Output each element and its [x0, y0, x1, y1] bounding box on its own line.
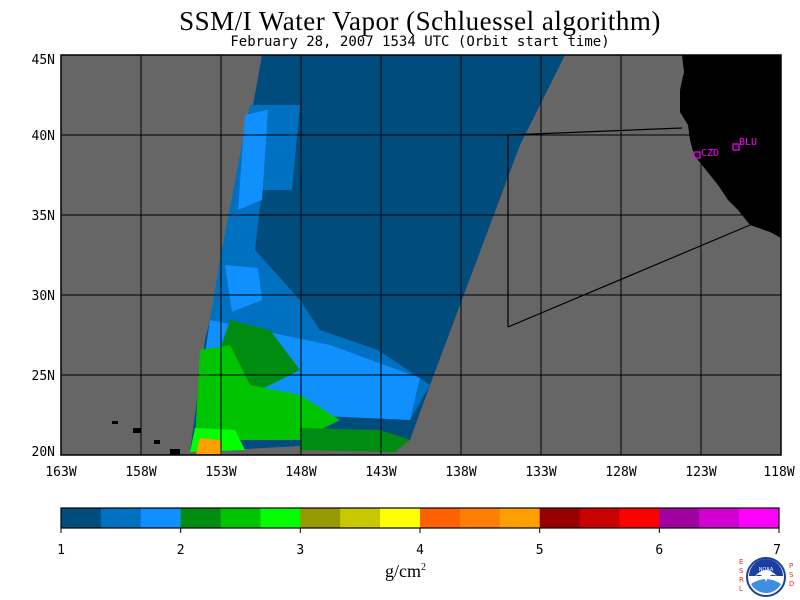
noaa-seal-top — [749, 559, 783, 576]
colorbar-swatch — [220, 508, 261, 528]
lon-axis: 163W 158W 153W 148W 143W 138W 133W 128W … — [45, 465, 794, 480]
lat-label-40n: 40N — [32, 129, 55, 144]
lon-label-148w: 148W — [285, 465, 316, 480]
lon-label-158w: 158W — [125, 465, 156, 480]
station-czd-label: CZD — [701, 148, 719, 159]
colorbar-label-2: 2 — [177, 543, 185, 558]
colorbar-swatch — [499, 508, 541, 528]
colorbar — [61, 508, 780, 528]
colorbar-label-7: 7 — [773, 543, 781, 558]
lat-label-20n: 20N — [32, 445, 55, 460]
units-text: g/cm — [385, 561, 421, 581]
lon-label-143w: 143W — [365, 465, 396, 480]
esrl-letter-3: R — [739, 576, 744, 584]
lon-label-153w: 153W — [205, 465, 236, 480]
colorbar-swatch — [420, 508, 461, 528]
colorbar-units: g/cm2 — [385, 561, 426, 582]
lon-label-133w: 133W — [525, 465, 556, 480]
map-frame — [60, 54, 782, 456]
lon-label-118w: 118W — [763, 465, 794, 480]
colorbar-labels: 1 2 3 4 5 6 7 — [57, 543, 781, 558]
colorbar-swatch — [140, 508, 182, 528]
sector-outline-upper — [507, 127, 683, 327]
colorbar-label-5: 5 — [536, 543, 544, 558]
lon-label-163w: 163W — [45, 465, 76, 480]
lat-label-30n: 30N — [32, 289, 55, 304]
colorbar-swatch — [340, 508, 381, 528]
colorbar-swatch — [539, 508, 581, 528]
noaa-seal-bottom — [751, 579, 781, 593]
islands — [112, 421, 180, 455]
noaa-bird-icon — [755, 570, 777, 582]
colorbar-label-3: 3 — [296, 543, 304, 558]
lat-label-25n: 25N — [32, 369, 55, 384]
map-grid — [61, 55, 781, 455]
lon-label-138w: 138W — [445, 465, 476, 480]
lon-label-123w: 123W — [685, 465, 716, 480]
lat-axis: 45N 40N 35N 30N 25N 20N — [32, 53, 55, 460]
station-blu-marker — [732, 143, 740, 151]
psd-letter-2: S — [789, 571, 794, 579]
colorbar-label-1: 1 — [57, 543, 65, 558]
psd-letter-1: P — [789, 562, 793, 570]
esrl-letter-2: S — [739, 567, 744, 575]
water-vapor-swath — [190, 55, 565, 454]
colorbar-swatch — [380, 508, 421, 528]
colorbar-swatch — [659, 508, 700, 528]
sector-outline-lower — [507, 224, 751, 328]
esrl-letter-1: E — [739, 558, 743, 566]
colorbar-swatch — [180, 508, 222, 528]
map-title: SSM/I Water Vapor (Schluessel algorithm) — [179, 6, 661, 36]
land-mass — [680, 55, 781, 238]
colorbar-swatch — [100, 508, 142, 528]
map-subtitle: February 28, 2007 1534 UTC (Orbit start … — [230, 34, 610, 50]
esrl-letter-4: L — [739, 585, 743, 593]
colorbar-swatch — [300, 508, 341, 528]
colorbar-ticks — [60, 528, 780, 533]
colorbar-swatch — [61, 508, 102, 528]
colorbar-swatch — [579, 508, 620, 528]
lat-label-35n: 35N — [32, 209, 55, 224]
colorbar-swatch — [260, 508, 301, 528]
colorbar-swatch — [619, 508, 660, 528]
colorbar-swatch — [459, 508, 501, 528]
station-blu-label: BLU — [739, 137, 757, 148]
units-superscript: 2 — [421, 562, 426, 573]
noaa-text: NOAA — [759, 567, 774, 573]
station-czd-marker — [693, 151, 701, 159]
noaa-logo: NOAA E S R L P S D — [739, 557, 794, 597]
colorbar-swatch — [699, 508, 740, 528]
colorbar-label-4: 4 — [416, 543, 424, 558]
lon-label-128w: 128W — [605, 465, 636, 480]
psd-letter-3: D — [789, 580, 794, 588]
colorbar-swatch — [739, 508, 780, 528]
lat-label-45n: 45N — [32, 53, 55, 68]
colorbar-label-6: 6 — [655, 543, 663, 558]
